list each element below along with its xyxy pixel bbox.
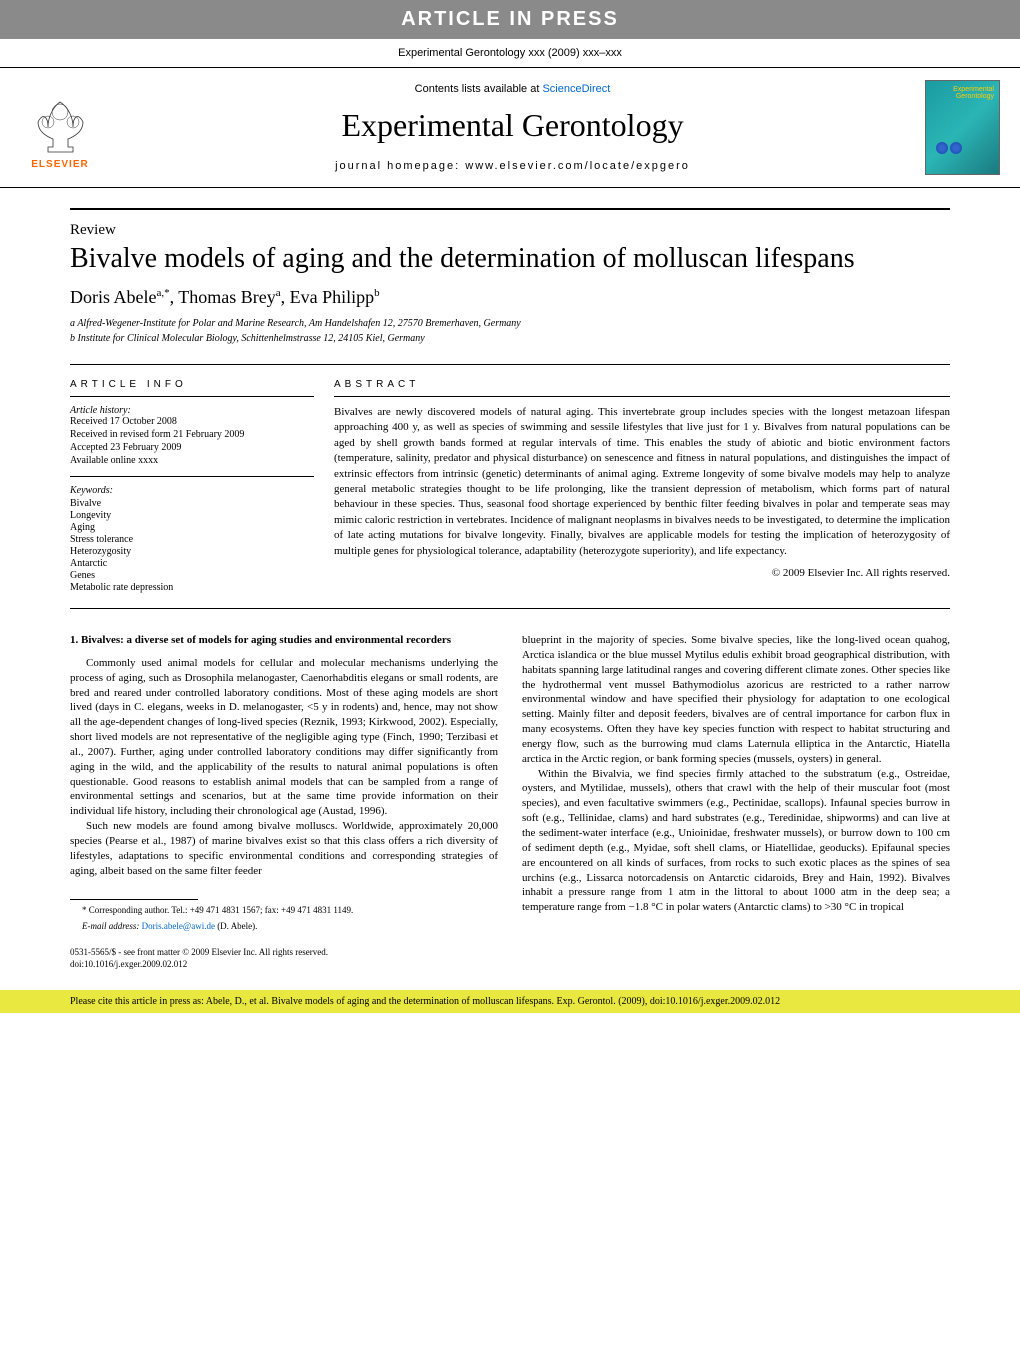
- keyword: Stress tolerance: [70, 534, 314, 545]
- abstract-text: Bivalves are newly discovered models of …: [334, 405, 950, 559]
- email-suffix: (D. Abele).: [215, 921, 258, 931]
- keyword: Longevity: [70, 510, 314, 521]
- article-in-press-banner: ARTICLE IN PRESS: [0, 0, 1020, 39]
- header-center: Contents lists available at ScienceDirec…: [100, 83, 925, 172]
- keyword: Aging: [70, 522, 314, 533]
- content-area: Review Bivalve models of aging and the d…: [0, 208, 1020, 970]
- cover-title: Experimental Gerontology: [926, 86, 994, 100]
- right-column: blueprint in the majority of species. So…: [522, 633, 950, 970]
- section-1-heading: 1. Bivalves: a diverse set of models for…: [70, 633, 498, 648]
- author-3-sup: b: [374, 287, 380, 299]
- paragraph: blueprint in the majority of species. So…: [522, 633, 950, 767]
- article-type: Review: [70, 208, 950, 239]
- elsevier-logo: ELSEVIER: [20, 85, 100, 170]
- history-label: Article history:: [70, 405, 314, 416]
- journal-header: ELSEVIER Contents lists available at Sci…: [0, 67, 1020, 188]
- author-2: , Thomas Brey: [170, 287, 276, 307]
- keyword: Genes: [70, 570, 314, 581]
- email-line: E-mail address: Doris.abele@awi.de (D. A…: [70, 920, 498, 932]
- info-abstract-row: ARTICLE INFO Article history: Received 1…: [70, 364, 950, 609]
- contents-line: Contents lists available at ScienceDirec…: [100, 83, 925, 95]
- paragraph: Commonly used animal models for cellular…: [70, 656, 498, 819]
- corresponding-author: * Corresponding author. Tel.: +49 471 48…: [70, 904, 498, 916]
- left-column: 1. Bivalves: a diverse set of models for…: [70, 633, 498, 970]
- abstract: ABSTRACT Bivalves are newly discovered m…: [334, 379, 950, 594]
- sciencedirect-link[interactable]: ScienceDirect: [542, 83, 610, 95]
- revised-date: Received in revised form 21 February 200…: [70, 429, 314, 440]
- email-link[interactable]: Doris.abele@awi.de: [142, 921, 215, 931]
- elsevier-tree-icon: [33, 97, 88, 157]
- keyword: Heterozygosity: [70, 546, 314, 557]
- homepage-url: www.elsevier.com/locate/expgero: [465, 160, 690, 172]
- keywords-block: Keywords: Bivalve Longevity Aging Stress…: [70, 476, 314, 593]
- body-columns: 1. Bivalves: a diverse set of models for…: [70, 633, 950, 970]
- keyword: Antarctic: [70, 558, 314, 569]
- article-title: Bivalve models of aging and the determin…: [70, 243, 950, 275]
- journal-name: Experimental Gerontology: [100, 107, 925, 144]
- keyword: Metabolic rate depression: [70, 582, 314, 593]
- article-info-header: ARTICLE INFO: [70, 379, 314, 397]
- doi-line: doi:10.1016/j.exger.2009.02.012: [70, 958, 498, 970]
- online-date: Available online xxxx: [70, 455, 314, 466]
- journal-homepage: journal homepage: www.elsevier.com/locat…: [100, 160, 925, 172]
- citation-line: Experimental Gerontology xxx (2009) xxx–…: [0, 39, 1020, 67]
- cover-cells-icon: [936, 141, 964, 159]
- email-label: E-mail address:: [82, 921, 142, 931]
- paragraph: Such new models are found among bivalve …: [70, 819, 498, 878]
- cite-footer: Please cite this article in press as: Ab…: [0, 990, 1020, 1013]
- author-1: Doris Abele: [70, 287, 156, 307]
- abstract-header: ABSTRACT: [334, 379, 950, 397]
- contents-prefix: Contents lists available at: [415, 83, 543, 95]
- footnote-separator: [70, 899, 198, 900]
- elsevier-text: ELSEVIER: [31, 159, 88, 170]
- article-info: ARTICLE INFO Article history: Received 1…: [70, 379, 334, 594]
- keywords-label: Keywords:: [70, 485, 314, 496]
- accepted-date: Accepted 23 February 2009: [70, 442, 314, 453]
- keyword: Bivalve: [70, 498, 314, 509]
- journal-cover: Experimental Gerontology: [925, 80, 1000, 175]
- affiliation-a: a Alfred-Wegener-Institute for Polar and…: [70, 318, 950, 329]
- abstract-copyright: © 2009 Elsevier Inc. All rights reserved…: [334, 567, 950, 579]
- authors: Doris Abelea,*, Thomas Breya, Eva Philip…: [70, 287, 950, 308]
- copyright-line: 0531-5565/$ - see front matter © 2009 El…: [70, 946, 498, 958]
- author-1-sup: a,*: [156, 287, 169, 299]
- received-date: Received 17 October 2008: [70, 416, 314, 427]
- homepage-prefix: journal homepage:: [335, 160, 465, 172]
- paragraph: Within the Bivalvia, we find species fir…: [522, 767, 950, 915]
- affiliation-b: b Institute for Clinical Molecular Biolo…: [70, 333, 950, 344]
- author-3: , Eva Philipp: [281, 287, 375, 307]
